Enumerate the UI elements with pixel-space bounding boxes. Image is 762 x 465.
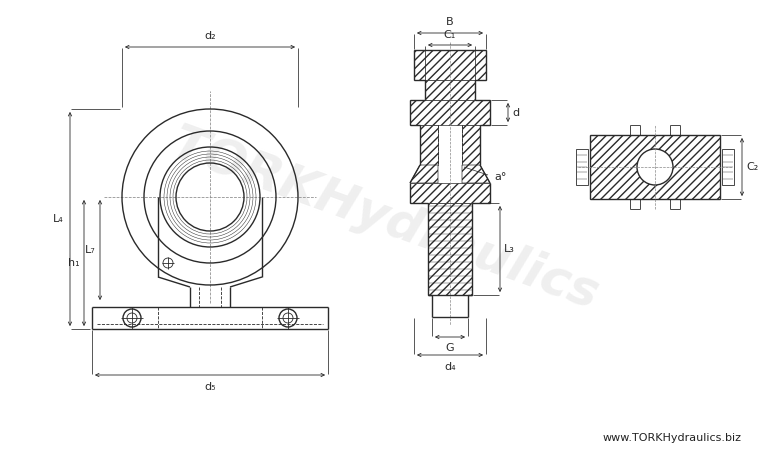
Bar: [420, 125, 438, 165]
Text: d₄: d₄: [444, 362, 456, 372]
Bar: [428, 203, 472, 295]
Text: G: G: [446, 343, 454, 353]
Bar: [425, 80, 475, 100]
Bar: [414, 50, 486, 80]
Bar: [576, 149, 588, 185]
Text: L₇: L₇: [85, 245, 96, 255]
Text: d₅: d₅: [204, 382, 216, 392]
Text: d₂: d₂: [204, 31, 216, 41]
Text: a°: a°: [494, 172, 507, 182]
Text: www.TORKHydraulics.biz: www.TORKHydraulics.biz: [603, 433, 742, 443]
Circle shape: [637, 149, 673, 185]
Polygon shape: [410, 165, 438, 183]
Polygon shape: [462, 165, 490, 183]
Bar: [410, 100, 490, 125]
Text: TORKHydraulics: TORKHydraulics: [165, 120, 606, 320]
Text: h₁: h₁: [69, 258, 80, 268]
Text: L₃: L₃: [504, 244, 515, 254]
Text: L₄: L₄: [53, 214, 64, 224]
Bar: [590, 135, 720, 199]
Bar: [722, 149, 734, 185]
Text: C₂: C₂: [746, 162, 758, 172]
Text: C₁: C₁: [444, 30, 456, 40]
Bar: [410, 183, 490, 203]
Text: B: B: [447, 17, 454, 27]
Bar: [462, 125, 480, 165]
Text: d: d: [512, 107, 519, 118]
